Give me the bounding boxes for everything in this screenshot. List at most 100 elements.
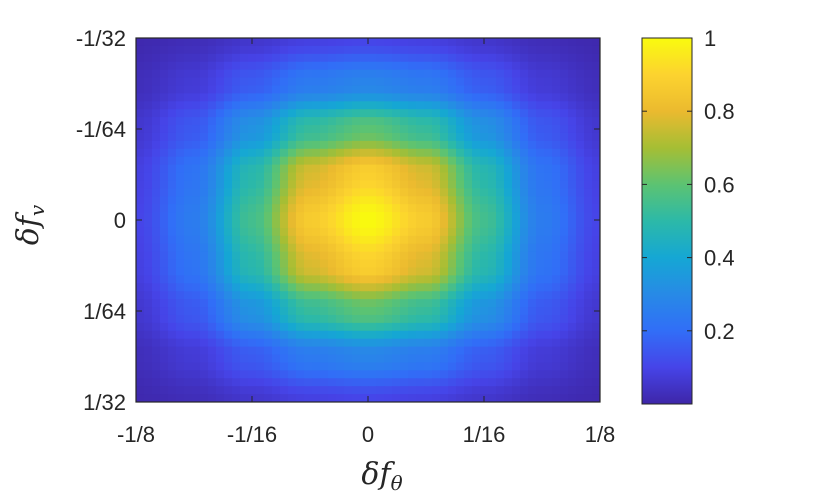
heatmap-cell bbox=[536, 148, 545, 158]
heatmap-cell bbox=[320, 275, 329, 284]
heatmap-cell bbox=[480, 267, 489, 276]
heatmap-cell bbox=[336, 125, 345, 134]
heatmap-cell bbox=[160, 53, 169, 63]
heatmap-cell bbox=[520, 204, 529, 213]
heatmap-cell bbox=[352, 275, 361, 284]
heatmap-cell bbox=[152, 180, 161, 189]
heatmap-cell bbox=[160, 275, 169, 284]
heatmap-cell bbox=[256, 196, 265, 205]
heatmap-cell bbox=[592, 275, 600, 284]
heatmap-cell bbox=[232, 53, 241, 63]
heatmap-cell bbox=[136, 172, 145, 182]
heatmap-cell bbox=[368, 346, 377, 356]
heatmap-cell bbox=[576, 243, 585, 253]
heatmap-cell bbox=[528, 291, 537, 300]
heatmap-cell bbox=[424, 338, 433, 348]
heatmap-cell bbox=[280, 109, 289, 118]
heatmap-cell bbox=[368, 180, 377, 189]
heatmap-cell bbox=[272, 275, 281, 284]
heatmap-cell bbox=[176, 283, 185, 292]
heatmap-cell bbox=[224, 291, 233, 300]
heatmap-cell bbox=[232, 101, 241, 110]
heatmap-cell bbox=[248, 283, 257, 292]
heatmap-cell bbox=[328, 283, 337, 292]
heatmap-cell bbox=[264, 77, 273, 87]
heatmap-cell bbox=[440, 101, 449, 110]
heatmap-cell bbox=[384, 394, 393, 402]
heatmap-cell bbox=[584, 140, 593, 150]
heatmap-cell bbox=[464, 117, 473, 126]
heatmap-cell bbox=[392, 53, 401, 63]
heatmap-cell bbox=[344, 69, 353, 79]
heatmap-cell bbox=[240, 283, 249, 292]
heatmap-cell bbox=[232, 386, 241, 395]
heatmap-cell bbox=[272, 220, 281, 229]
heatmap-cell bbox=[536, 346, 545, 356]
heatmap-cell bbox=[504, 109, 513, 118]
heatmap-cell bbox=[536, 61, 545, 71]
heatmap-cell bbox=[360, 370, 369, 379]
x-tick-label: 1/16 bbox=[463, 422, 506, 447]
heatmap-cell bbox=[472, 188, 481, 197]
heatmap-cell bbox=[280, 394, 289, 402]
heatmap-cell bbox=[432, 164, 441, 174]
heatmap-cell bbox=[584, 125, 593, 134]
heatmap-cell bbox=[368, 299, 377, 308]
heatmap-cell bbox=[160, 85, 169, 94]
heatmap-cell bbox=[264, 394, 273, 402]
heatmap-cell bbox=[552, 61, 561, 71]
heatmap-cell bbox=[168, 235, 177, 245]
heatmap-cell bbox=[160, 346, 169, 356]
heatmap-cell bbox=[288, 386, 297, 395]
heatmap-cell bbox=[176, 69, 185, 79]
heatmap-cell bbox=[328, 235, 337, 245]
heatmap-cell bbox=[432, 370, 441, 379]
heatmap-cell bbox=[368, 172, 377, 182]
heatmap-cell bbox=[368, 69, 377, 79]
heatmap-cell bbox=[464, 243, 473, 253]
heatmap-cell bbox=[360, 243, 369, 253]
heatmap-cell bbox=[344, 212, 353, 221]
heatmap-cell bbox=[496, 386, 505, 395]
heatmap-cell bbox=[584, 77, 593, 87]
heatmap-cell bbox=[576, 188, 585, 197]
heatmap-cell bbox=[296, 346, 305, 356]
heatmap-cell bbox=[320, 85, 329, 94]
heatmap-cell bbox=[512, 346, 521, 356]
heatmap-cell bbox=[504, 370, 513, 379]
heatmap-cell bbox=[360, 204, 369, 213]
heatmap-cell bbox=[320, 77, 329, 87]
heatmap-cell bbox=[200, 267, 209, 276]
heatmap-cell bbox=[320, 251, 329, 261]
heatmap-cell bbox=[544, 38, 553, 47]
heatmap-cell bbox=[560, 370, 569, 379]
heatmap-cell bbox=[376, 117, 385, 126]
heatmap-cell bbox=[400, 275, 409, 284]
heatmap-cell bbox=[552, 291, 561, 300]
heatmap-cell bbox=[528, 307, 537, 316]
heatmap-cell bbox=[464, 259, 473, 269]
heatmap-cell bbox=[552, 362, 561, 371]
heatmap-cell bbox=[192, 227, 201, 237]
heatmap-cell bbox=[568, 314, 577, 324]
heatmap-cell bbox=[136, 132, 145, 142]
heatmap-cell bbox=[208, 156, 217, 166]
heatmap-cell bbox=[288, 243, 297, 253]
heatmap-cell bbox=[168, 180, 177, 189]
heatmap-cell bbox=[280, 93, 289, 102]
heatmap-cell bbox=[360, 85, 369, 94]
heatmap-cell bbox=[240, 354, 249, 364]
heatmap-cell bbox=[560, 148, 569, 158]
heatmap-cell bbox=[272, 204, 281, 213]
heatmap-cell bbox=[352, 204, 361, 213]
heatmap-cell bbox=[168, 330, 177, 340]
heatmap-cell bbox=[480, 330, 489, 340]
heatmap-cell bbox=[192, 156, 201, 166]
heatmap-cell bbox=[136, 322, 145, 332]
heatmap-cell bbox=[296, 125, 305, 134]
heatmap-cell bbox=[256, 314, 265, 324]
heatmap-cell bbox=[520, 354, 529, 364]
heatmap-cell bbox=[152, 251, 161, 261]
heatmap-cell bbox=[136, 212, 145, 221]
heatmap-cell bbox=[456, 109, 465, 118]
